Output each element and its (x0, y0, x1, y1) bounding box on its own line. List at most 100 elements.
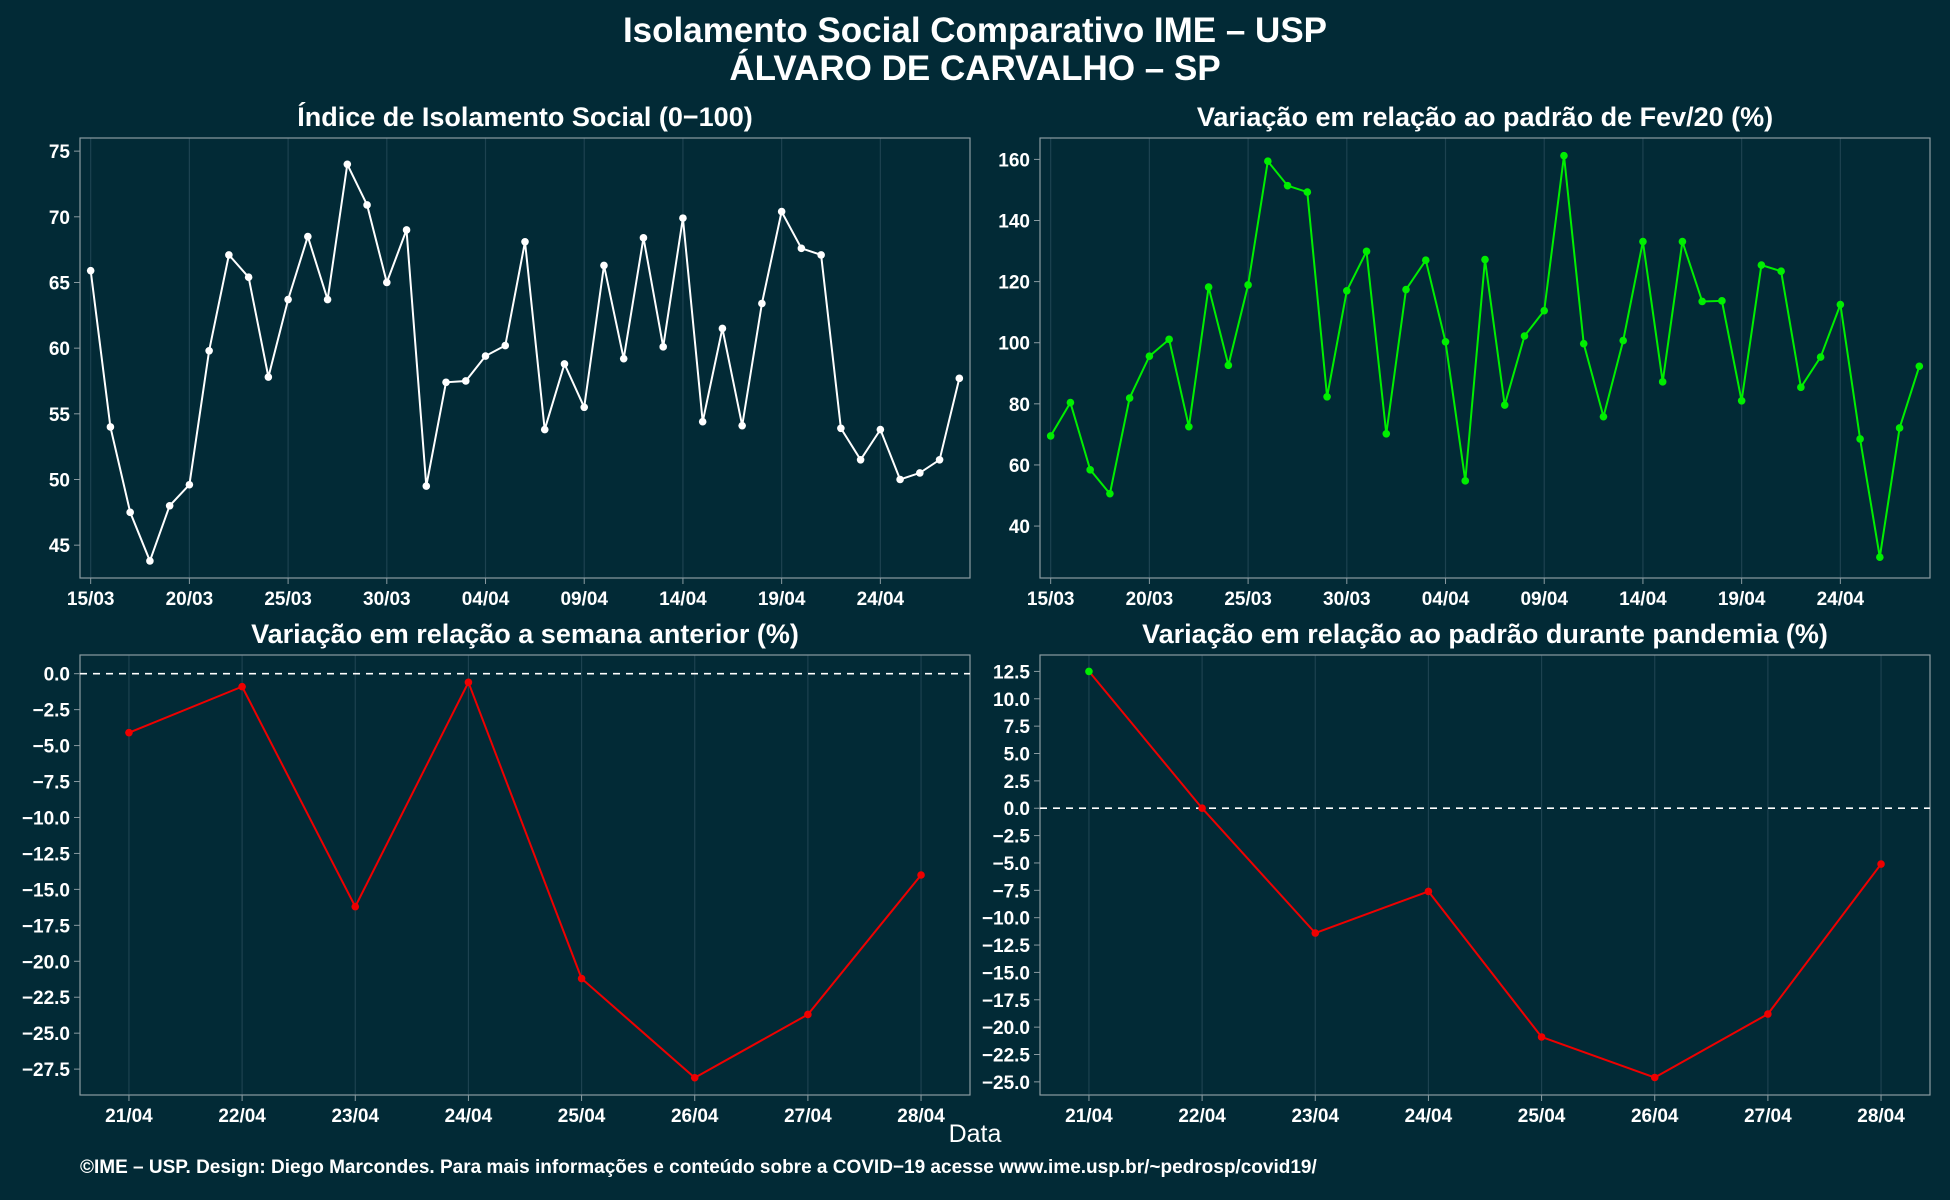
pandemia-plot-frame (1039, 654, 1931, 1096)
semana-xtick-label: 26/04 (671, 1106, 719, 1127)
fev20-data-point (1264, 157, 1272, 166)
isolamento-data-point (363, 201, 371, 209)
isolamento-data-point (106, 423, 115, 431)
isolamento-data-point (817, 251, 825, 259)
fev20-data-point (1876, 553, 1884, 562)
pandemia-ytick-label: −20.0 (982, 1018, 1030, 1039)
isolamento-data-point (698, 417, 707, 426)
pandemia-ytick-label: 12.5 (993, 662, 1030, 683)
isolamento-data-point (402, 226, 411, 234)
fev20-data-point (1303, 188, 1312, 196)
pandemia-ytick-label: −25.0 (982, 1073, 1030, 1094)
fev20-data-point (1461, 477, 1470, 485)
isolamento-data-point (896, 475, 904, 484)
fev20-data-point (1224, 361, 1233, 370)
isolamento-xtick-label: 09/04 (560, 589, 608, 610)
isolamento-data-point (264, 373, 273, 381)
fev20-data-point (1362, 247, 1371, 256)
isolamento-ytick-label: 70 (49, 208, 70, 229)
pandemia-ytick-label: 10.0 (993, 690, 1030, 711)
isolamento-data-point (86, 266, 95, 275)
pandemia-xtick-label: 27/04 (1744, 1106, 1792, 1127)
fev20-ytick-label: 100 (998, 334, 1030, 355)
fev20-data-point (1836, 300, 1845, 309)
fev20-data-point (1915, 362, 1924, 371)
isolamento-xtick-label: 24/04 (857, 589, 905, 610)
semana-xtick-label: 22/04 (218, 1106, 266, 1127)
pandemia-data-point (1424, 887, 1433, 896)
fev20-data-point (1402, 285, 1410, 294)
semana-panel-title: Variação em relação a semana anterior (%… (251, 619, 799, 649)
fev20-data-point (1698, 297, 1706, 306)
credit-footer: ©IME – USP. Design: Diego Marcondes. Par… (80, 1157, 1317, 1178)
isolamento-ytick-label: 45 (49, 536, 71, 557)
pandemia-panel-title: Variação em relação ao padrão durante pa… (1142, 619, 1828, 649)
isolamento-xtick-label: 04/04 (462, 589, 510, 610)
x-axis-title: Data (948, 1120, 1002, 1148)
isolamento-data-point (126, 508, 134, 517)
isolamento-data-point (639, 234, 648, 242)
fev20-data-point (1343, 286, 1351, 295)
chart-title: Isolamento Social Comparativo IME – USP (622, 11, 1328, 50)
isolamento-data-point (935, 455, 944, 464)
isolamento-data-point (244, 273, 253, 282)
fev20-data-point (1382, 429, 1391, 438)
isolamento-data-point (146, 557, 154, 565)
isolamento-xtick-label: 14/04 (659, 589, 707, 610)
pandemia-data-point (1877, 860, 1885, 868)
semana-ytick-label: −25.0 (22, 1024, 70, 1045)
fev20-data-point (1579, 339, 1588, 348)
isolamento-series-line (89, 160, 961, 564)
fev20-xtick-label: 15/03 (1027, 589, 1075, 610)
semana-data-point (917, 871, 925, 879)
fev20-data-point (1165, 335, 1173, 344)
pandemia-data-point (1650, 1073, 1659, 1082)
fev20-ytick-label: 60 (1009, 456, 1030, 477)
fev20-panel-title: Variação em relação ao padrão de Fev/20 … (1197, 102, 1773, 132)
semana-xtick-label: 23/04 (331, 1106, 379, 1127)
isolamento-data-point (501, 341, 510, 350)
pandemia-ytick-label: 7.5 (1004, 717, 1031, 738)
pandemia-series-segment (1427, 890, 1543, 1038)
isolamento-data-point (422, 482, 431, 490)
semana-data-point (690, 1073, 699, 1082)
fev20-data-point (1757, 261, 1766, 269)
fev20-data-point (1500, 401, 1509, 409)
fev20-data-point (1718, 297, 1726, 305)
isolamento-data-point (916, 469, 924, 477)
isolamento-xtick-label: 19/04 (758, 589, 806, 610)
pandemia-data-point (1311, 929, 1320, 937)
semana-data-point (238, 682, 246, 691)
isolamento-data-point (304, 232, 312, 241)
fev20-data-point (1204, 283, 1213, 291)
fev20-ytick-label: 40 (1009, 517, 1030, 538)
semana-ytick-label: −10.0 (22, 808, 70, 829)
semana-series-segment (241, 686, 357, 908)
pandemia-ytick-label: 5.0 (1004, 745, 1030, 766)
pandemia-xtick-label: 24/04 (1405, 1106, 1453, 1127)
semana-ytick-label: −2.5 (32, 701, 70, 722)
fev20-data-point (1323, 393, 1331, 401)
isolamento-ytick-label: 50 (49, 470, 70, 491)
isolamento-data-point (659, 343, 667, 351)
fev20-data-point (1797, 383, 1805, 392)
semana-xtick-label: 21/04 (105, 1106, 153, 1127)
pandemia-series-segment (1654, 1013, 1769, 1079)
pandemia-series-segment (1314, 890, 1429, 934)
semana-series-segment (128, 685, 243, 734)
pandemia-ytick-label: −5.0 (992, 854, 1030, 875)
pandemia-ytick-label: 2.5 (1004, 772, 1031, 793)
pandemia-series-segment (1201, 807, 1317, 934)
isolamento-data-point (837, 424, 845, 433)
semana-ytick-label: −7.5 (32, 773, 70, 794)
fev20-data-point (1777, 267, 1785, 276)
semana-ytick-label: 0.0 (44, 665, 70, 686)
pandemia-data-point (1537, 1033, 1546, 1041)
pandemia-data-point (1764, 1010, 1772, 1018)
fev20-xtick-label: 19/04 (1718, 589, 1766, 610)
semana-ytick-label: −27.5 (22, 1060, 71, 1081)
isolamento-ytick-label: 75 (49, 142, 71, 163)
pandemia-xtick-label: 26/04 (1631, 1106, 1679, 1127)
fev20-data-point (1421, 256, 1430, 265)
pandemia-ytick-label: −12.5 (982, 936, 1031, 957)
